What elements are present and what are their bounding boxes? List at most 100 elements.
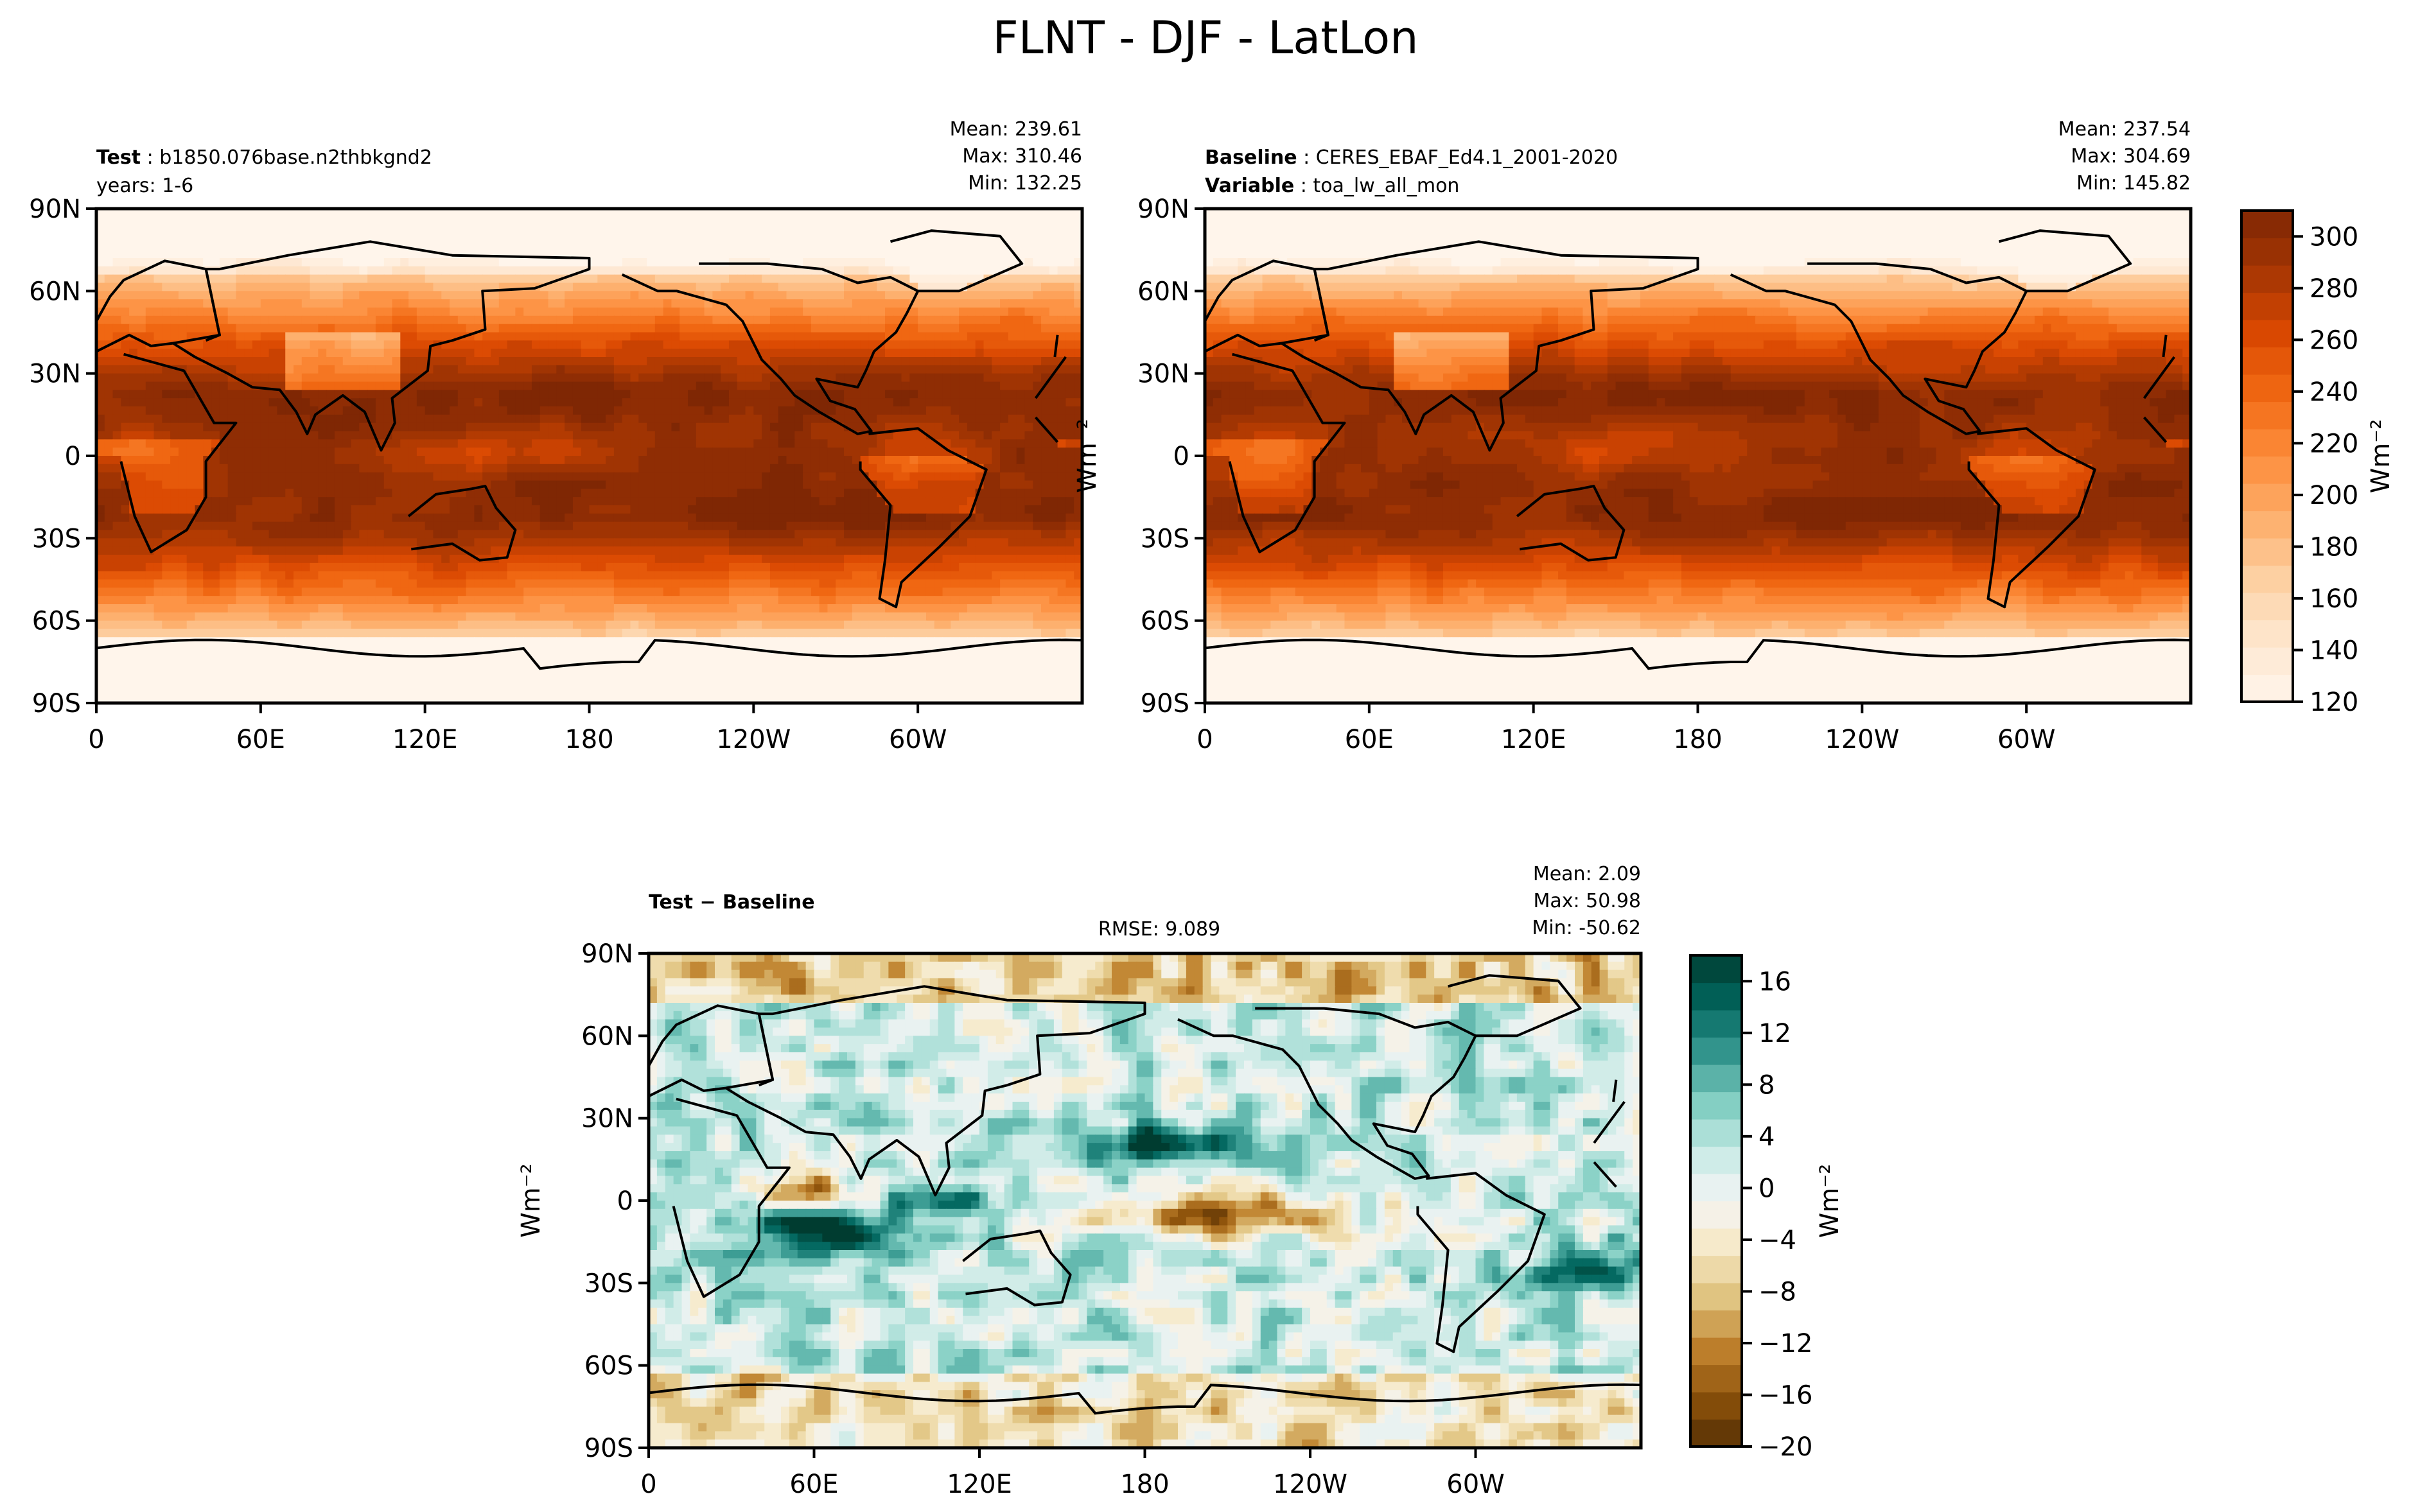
- heatmap-cell: [926, 357, 935, 366]
- heatmap-cell: [688, 266, 697, 275]
- heatmap-cell: [261, 546, 270, 555]
- heatmap-cell: [252, 241, 261, 250]
- heatmap-cell: [934, 333, 943, 342]
- heatmap-cell: [367, 374, 376, 383]
- heatmap-cell: [417, 349, 426, 358]
- heatmap-cell: [532, 340, 541, 349]
- heatmap-cell: [705, 349, 714, 358]
- heatmap-cell: [195, 382, 204, 391]
- heatmap-cell: [622, 390, 631, 399]
- heatmap-cell: [187, 365, 196, 374]
- heatmap-cell: [170, 464, 179, 473]
- heatmap-cell: [441, 406, 450, 415]
- heatmap-cell: [417, 456, 426, 465]
- heatmap-cell: [581, 324, 590, 333]
- heatmap-cell: [992, 514, 1001, 523]
- heatmap-cell: [507, 316, 516, 325]
- heatmap-cell: [753, 505, 762, 514]
- heatmap-cell: [1041, 522, 1050, 531]
- heatmap-cell: [671, 333, 680, 342]
- heatmap-cell: [926, 374, 935, 383]
- heatmap-cell: [967, 357, 976, 366]
- heatmap-cell: [984, 299, 993, 308]
- heatmap-cell: [335, 291, 344, 300]
- heatmap-cell: [252, 250, 261, 259]
- heatmap-cell: [285, 374, 294, 383]
- heatmap-cell: [778, 448, 787, 456]
- heatmap-cell: [836, 390, 845, 399]
- heatmap-cell: [712, 225, 721, 234]
- heatmap-cell: [318, 340, 327, 349]
- heatmap-cell: [565, 530, 574, 539]
- heatmap-cell: [868, 333, 877, 342]
- heatmap-cell: [548, 299, 557, 308]
- heatmap-cell: [466, 299, 475, 308]
- heatmap-cell: [474, 349, 483, 358]
- heatmap-cell: [318, 333, 327, 342]
- heatmap-cell: [146, 241, 155, 250]
- heatmap-cell: [762, 514, 771, 523]
- heatmap-cell: [318, 456, 327, 465]
- heatmap-cell: [746, 423, 755, 432]
- heatmap-cell: [285, 522, 294, 531]
- heatmap-cell: [861, 349, 870, 358]
- heatmap-cell: [450, 473, 459, 482]
- heatmap-cell: [976, 448, 985, 456]
- heatmap-cell: [129, 481, 138, 490]
- heatmap-cell: [129, 473, 138, 482]
- heatmap-cell: [162, 333, 171, 342]
- heatmap-cell: [705, 406, 714, 415]
- heatmap-cell: [909, 266, 918, 275]
- heatmap-cell: [376, 514, 385, 523]
- heatmap-cell: [696, 316, 705, 325]
- heatmap-cell: [581, 514, 590, 523]
- heatmap-cell: [663, 241, 672, 250]
- heatmap-cell: [984, 505, 993, 514]
- heatmap-cell: [351, 439, 360, 448]
- heatmap-cell: [943, 299, 952, 308]
- heatmap-cell: [671, 382, 680, 391]
- heatmap-cell: [408, 217, 417, 226]
- heatmap-cell: [597, 275, 606, 284]
- heatmap-cell: [548, 464, 557, 473]
- heatmap-cell: [787, 489, 796, 498]
- heatmap-cell: [926, 308, 935, 317]
- heatmap-cell: [137, 283, 146, 292]
- heatmap-cell: [647, 473, 656, 482]
- heatmap-cell: [647, 275, 656, 284]
- heatmap-cell: [836, 530, 845, 539]
- heatmap-cell: [146, 365, 155, 374]
- heatmap-cell: [638, 439, 647, 448]
- heatmap-cell: [523, 546, 532, 555]
- heatmap-cell: [187, 423, 196, 432]
- heatmap-cell: [959, 439, 968, 448]
- heatmap-cell: [137, 406, 146, 415]
- heatmap-cell: [778, 505, 787, 514]
- heatmap-cell: [548, 291, 557, 300]
- heatmap-cell: [113, 497, 122, 506]
- heatmap-cell: [351, 473, 360, 482]
- heatmap-cell: [351, 481, 360, 490]
- heatmap-cell: [1041, 489, 1050, 498]
- heatmap-cell: [729, 456, 738, 465]
- heatmap-cell: [565, 365, 574, 374]
- heatmap-cell: [466, 423, 475, 432]
- heatmap-cell: [1065, 530, 1074, 539]
- heatmap-cell: [170, 291, 179, 300]
- heatmap-cell: [179, 250, 188, 259]
- heatmap-cell: [1000, 448, 1009, 456]
- heatmap-cell: [622, 324, 631, 333]
- heatmap-cell: [705, 505, 714, 514]
- heatmap-cell: [565, 382, 574, 391]
- heatmap-cell: [836, 481, 845, 490]
- heatmap-cell: [277, 324, 286, 333]
- heatmap-cell: [902, 217, 911, 226]
- heatmap-cell: [343, 299, 352, 308]
- heatmap-cell: [877, 234, 886, 243]
- heatmap-cell: [376, 390, 385, 399]
- heatmap-cell: [647, 225, 656, 234]
- heatmap-cell: [359, 333, 368, 342]
- heatmap-cell: [515, 225, 524, 234]
- heatmap-cell: [597, 505, 606, 514]
- heatmap-cell: [565, 340, 574, 349]
